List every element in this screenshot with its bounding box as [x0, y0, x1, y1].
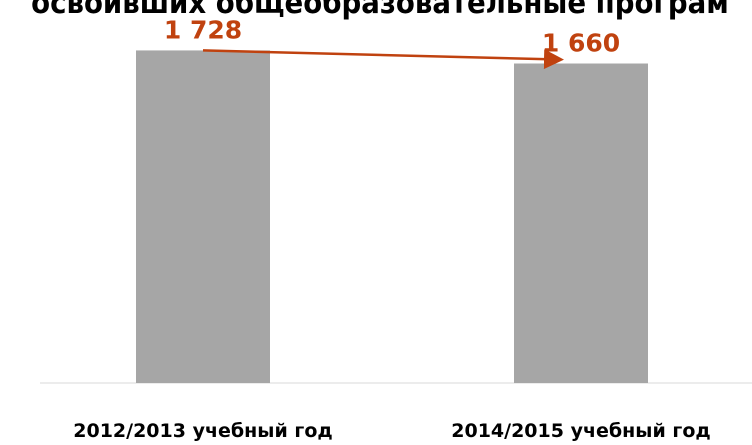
category-label-2: 2014/2015 учебный год: [451, 420, 710, 442]
category-label-1: 2012/2013 учебный год: [73, 420, 332, 442]
trend-arrow: [202, 49, 564, 70]
chart-title: освоивших общеобразовательные програм: [31, 0, 729, 21]
bar-2: [514, 63, 648, 383]
value-label-2: 1 660: [542, 29, 620, 58]
bar-1: [136, 50, 270, 384]
value-label-1: 1 728: [164, 15, 242, 44]
